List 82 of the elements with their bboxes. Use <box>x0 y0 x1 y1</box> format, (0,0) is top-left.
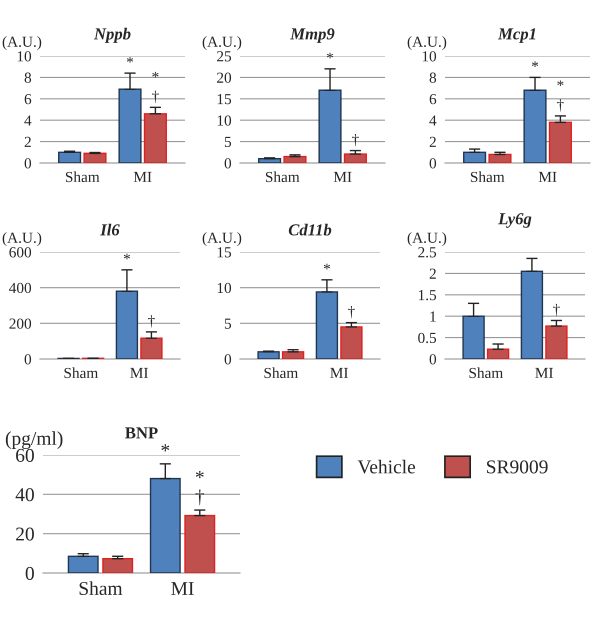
annotation: * <box>557 80 564 86</box>
y-axis-title: (A.U.) <box>2 36 42 50</box>
y-tick-label: 2 <box>430 136 436 147</box>
y-tick-label: 8 <box>430 72 436 83</box>
x-tick-label: MI <box>171 582 194 595</box>
y-tick-label: 5 <box>224 318 232 329</box>
y-tick-label: 10 <box>18 51 32 62</box>
annotation: * <box>152 72 158 78</box>
y-tick-label: 0 <box>24 158 32 168</box>
y-tick-label: 8 <box>24 72 32 83</box>
x-tick-label: MI <box>535 368 553 378</box>
y-tick-label: 4 <box>24 115 32 126</box>
x-tick-label: Sham <box>266 171 300 182</box>
y-tick-label: 0 <box>26 566 34 580</box>
x-tick-label: Sham <box>64 367 98 378</box>
x-tick-label: MI <box>538 172 557 182</box>
annotation: * <box>324 264 330 270</box>
text: * <box>161 444 170 452</box>
chart-title: Mmp9 <box>290 28 334 43</box>
y-axis-title: (A.U.) <box>202 232 242 246</box>
annotation: * <box>124 254 130 260</box>
annotation: † <box>148 315 155 328</box>
y-tick-label: 1 <box>430 311 436 322</box>
y-tick-label: 2 <box>24 136 31 147</box>
chart-title: Ly6g <box>498 213 532 228</box>
y-tick-label: 15 <box>218 247 232 258</box>
x-tick-label: Sham <box>66 171 100 182</box>
y-tick-label: 15 <box>218 94 232 104</box>
chart-title: BNP <box>125 427 158 438</box>
chart-title: Cd11b <box>288 224 332 236</box>
y-axis-title: (A.U.) <box>2 232 42 246</box>
y-tick-label: 0 <box>430 158 436 168</box>
annotation: * <box>326 52 334 58</box>
y-tick-label: 6 <box>24 94 32 104</box>
y-tick-label: 5 <box>224 136 232 148</box>
y-tick-label: 6 <box>430 94 436 104</box>
y-tick-label: 10 <box>218 282 232 294</box>
y-axis-title: (pg/ml) <box>6 431 62 449</box>
y-tick-label: 0 <box>224 158 232 168</box>
y-tick-label: 600 <box>9 247 32 258</box>
chart-title: Mcp1 <box>498 28 536 43</box>
y-tick-label: 0.5 <box>418 332 436 344</box>
y-tick-label: 4 <box>429 115 436 126</box>
x-tick-label: Sham <box>80 581 122 596</box>
y-tick-label: 1.5 <box>418 290 436 300</box>
annotation: † <box>557 99 564 112</box>
x-tick-label: Sham <box>264 367 298 378</box>
y-tick-label: 10 <box>218 115 232 126</box>
x-tick-label: Sham <box>469 367 503 378</box>
annotation: † <box>196 490 204 506</box>
chart-title: Nppb <box>94 28 131 43</box>
y-tick-label: 25 <box>217 51 232 62</box>
y-tick-label: 10 <box>422 51 436 62</box>
x-tick-label: Sham <box>470 171 504 182</box>
y-tick-label: 0 <box>430 354 436 364</box>
y-tick-label: 2 <box>430 268 436 279</box>
x-tick-label: MI <box>330 368 348 378</box>
y-tick-label: 200 <box>9 318 32 329</box>
annotation: * <box>532 61 538 67</box>
y-tick-label: 0 <box>24 354 32 364</box>
annotation: * <box>126 57 134 63</box>
x-tick-label: MI <box>134 172 152 182</box>
chart-title: Il6 <box>100 224 120 236</box>
y-tick-label: 2.5 <box>418 247 436 258</box>
y-axis-title: (A.U.) <box>408 232 446 246</box>
annotation: † <box>348 306 355 318</box>
annotation: † <box>553 304 560 316</box>
annotation: * <box>196 470 204 478</box>
legend-label: Vehicle <box>358 460 416 474</box>
x-tick-label: MI <box>334 172 352 182</box>
y-tick-label: 60 <box>16 448 34 462</box>
y-tick-label: 0 <box>224 354 232 364</box>
annotation: † <box>352 134 359 146</box>
y-tick-label: 400 <box>9 282 32 294</box>
legend-label: SR9009 <box>487 460 548 474</box>
annotation: † <box>152 90 159 104</box>
x-tick-label: MI <box>130 368 148 378</box>
y-tick-label: 20 <box>217 72 232 83</box>
y-axis-title: (A.U.) <box>408 36 446 50</box>
y-axis-title: (A.U.) <box>202 36 242 50</box>
y-tick-label: 20 <box>16 527 34 541</box>
y-tick-label: 40 <box>16 488 34 502</box>
